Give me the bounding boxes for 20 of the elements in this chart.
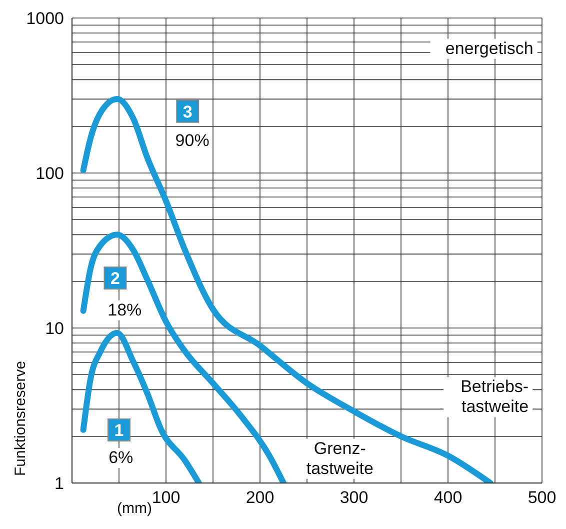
- annotation: 1: [114, 420, 124, 440]
- y-tick-label: 1000: [26, 9, 64, 28]
- annotation: 6%: [108, 448, 134, 467]
- annotation: Betriebs- tastweite: [460, 377, 529, 416]
- y-tick-label: 1: [54, 474, 64, 494]
- y-axis-title: Funktionsreserve: [12, 360, 29, 476]
- annotation: 2: [110, 269, 120, 288]
- annotation: 3: [182, 102, 192, 122]
- x-tick-label: 400: [434, 488, 462, 508]
- annotation: 18%: [108, 300, 142, 320]
- annotation: energetisch: [445, 38, 534, 58]
- x-tick-label: 100: [152, 488, 180, 508]
- x-tick-label: 500: [528, 488, 556, 508]
- annotation: 90%: [175, 130, 210, 150]
- x-tick-label: 300: [340, 488, 368, 508]
- x-tick-label: 200: [246, 488, 274, 508]
- x-axis-title: (mm): [117, 500, 152, 517]
- y-tick-label: 100: [36, 164, 64, 184]
- y-tick-label: 10: [45, 319, 64, 338]
- annotation: Grenz- tastweite: [306, 438, 374, 478]
